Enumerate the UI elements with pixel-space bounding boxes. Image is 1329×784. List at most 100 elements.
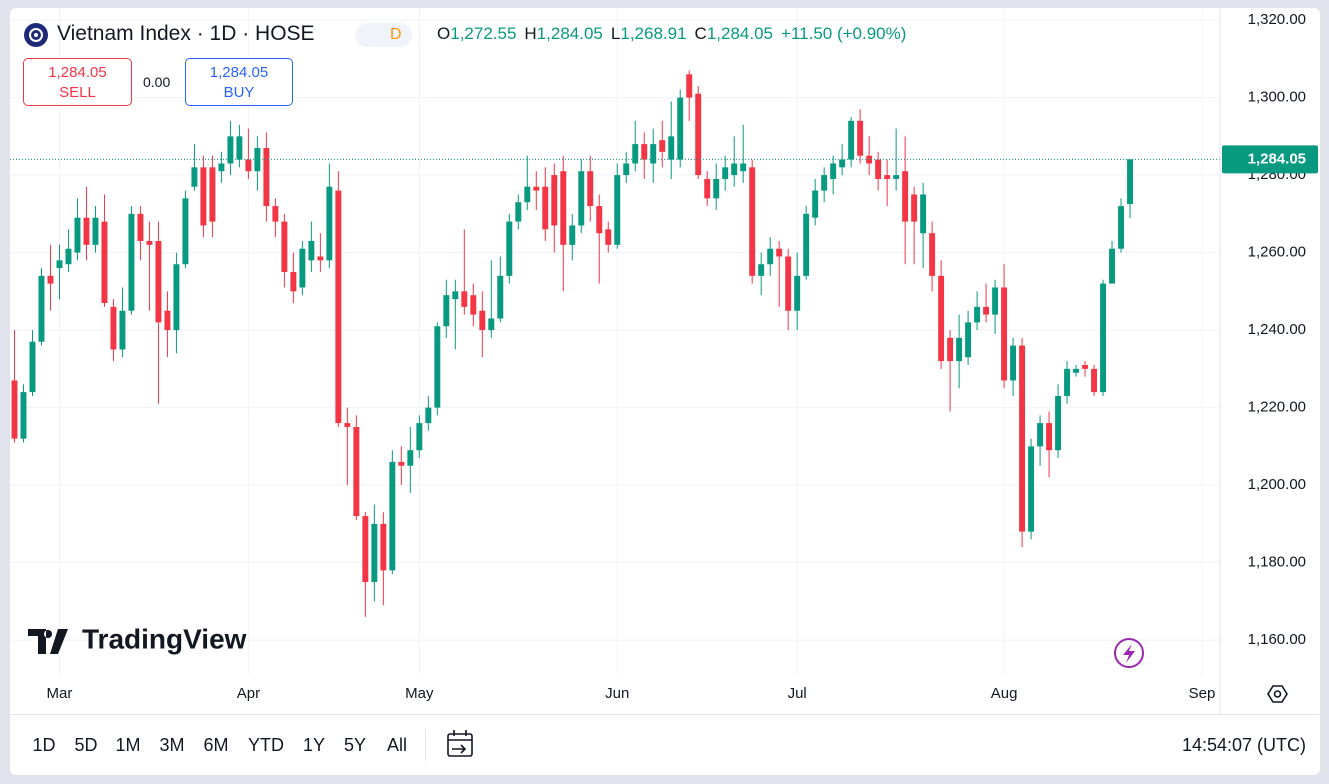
candle-body xyxy=(821,175,828,191)
y-tick-label: 1,300.00 xyxy=(1248,89,1306,106)
candle-body xyxy=(749,167,756,276)
candle-body xyxy=(965,322,972,358)
candle-body xyxy=(614,175,621,245)
replay-icon[interactable] xyxy=(1114,638,1144,668)
candle-body xyxy=(362,516,369,582)
candle-body xyxy=(830,163,837,179)
candle-body xyxy=(11,380,18,439)
range-button[interactable]: 6M xyxy=(203,735,229,755)
candle-body xyxy=(479,310,486,331)
ohlc-key: H xyxy=(524,24,537,43)
settings-icon[interactable] xyxy=(1267,685,1288,703)
candle-body xyxy=(488,318,495,331)
candle-body xyxy=(497,275,504,319)
x-tick-label: Jun xyxy=(605,685,629,702)
ohlc-value: 1,272.55 xyxy=(450,24,517,43)
x-tick-label: Apr xyxy=(237,685,260,702)
candle-body xyxy=(839,159,846,168)
last-price-label: 1,284.05 xyxy=(1248,150,1306,167)
candle-body xyxy=(254,147,261,172)
candle-body xyxy=(1109,248,1116,284)
range-button[interactable]: 1D xyxy=(32,735,56,755)
candle-body xyxy=(659,140,666,152)
candle-body xyxy=(191,167,198,187)
buy-price: 1,284.05 xyxy=(209,64,269,81)
candle-body xyxy=(1010,345,1017,381)
interval-badge: D xyxy=(390,26,402,43)
range-button[interactable]: 1Y xyxy=(302,735,326,755)
candle-body xyxy=(371,523,378,582)
ohlc-key: O xyxy=(437,24,451,43)
symbol-title[interactable]: Vietnam Index · 1D · HOSE xyxy=(57,22,315,45)
candle-body xyxy=(524,186,531,203)
candle-body xyxy=(299,248,306,288)
range-button[interactable]: 5D xyxy=(74,735,98,755)
ohlc-value: 1,284.05 xyxy=(706,24,774,43)
date-range-icon[interactable] xyxy=(443,725,483,765)
candle-body xyxy=(245,159,252,172)
sell-button[interactable]: 1,284.05 SELL xyxy=(23,58,132,106)
candle-body xyxy=(110,306,117,350)
candle-body xyxy=(848,120,855,160)
candle-body xyxy=(74,217,81,253)
candle-body xyxy=(686,74,693,98)
candle-body xyxy=(1082,364,1089,369)
range-button[interactable]: 1M xyxy=(115,735,141,755)
candle-body xyxy=(596,206,603,234)
candle-body xyxy=(317,256,324,261)
candle-body xyxy=(47,275,54,284)
candle-body xyxy=(1055,395,1062,451)
candle-body xyxy=(650,144,657,164)
settings-shape xyxy=(1267,685,1288,703)
range-button[interactable]: All xyxy=(386,735,408,755)
range-button[interactable]: YTD xyxy=(248,735,284,755)
candle-body xyxy=(947,337,954,362)
candle-body xyxy=(632,144,639,164)
candle-body xyxy=(173,264,180,331)
last-price-tag xyxy=(1222,145,1318,174)
candle-body xyxy=(515,202,522,222)
candle-body xyxy=(20,392,27,439)
clock[interactable]: 14:54:07 (UTC) xyxy=(1181,735,1306,755)
candle-body xyxy=(1037,423,1044,447)
ohlc-key: L xyxy=(610,24,621,43)
candle-body xyxy=(83,217,90,245)
buy-button[interactable]: 1,284.05 BUY xyxy=(185,58,293,106)
candle-body xyxy=(1001,287,1008,381)
candle-body xyxy=(38,275,45,342)
market-badge: D xyxy=(355,23,412,47)
candle-body xyxy=(623,163,630,176)
sell-label: SELL xyxy=(59,84,96,101)
x-tick-label: Jul xyxy=(788,685,807,702)
candle-body xyxy=(812,190,819,218)
candle-body xyxy=(551,175,558,226)
candle-body xyxy=(227,136,234,164)
candle-body xyxy=(668,136,675,160)
candle-body xyxy=(182,198,189,265)
candle-body xyxy=(911,194,918,222)
range-button[interactable]: 5Y xyxy=(343,735,367,755)
candle-body xyxy=(983,306,990,315)
buy-label: BUY xyxy=(223,84,255,101)
candle-body xyxy=(308,240,315,261)
candle-body xyxy=(470,295,477,315)
candle-body xyxy=(902,171,909,222)
candle-body xyxy=(353,426,360,517)
candle-body xyxy=(740,163,747,172)
bottom-toolbar: 14:54:07 (UTC) 1D 5D 1M 3M 6M YTD 1Y 5Y All xyxy=(10,714,1320,775)
y-tick-label: 1,180.00 xyxy=(1248,554,1306,571)
candle-body xyxy=(992,287,999,315)
candle-body xyxy=(875,159,882,179)
candle-body xyxy=(65,248,72,265)
candle-body xyxy=(461,291,468,307)
candle-body xyxy=(425,407,432,424)
logo-mark xyxy=(28,629,68,654)
range-button[interactable]: 3M xyxy=(159,735,185,755)
chart-frame: TradingView 1,160.00 1,180.00 1,200.00 1,220… xyxy=(10,8,1320,775)
candle-body xyxy=(893,175,900,179)
candle-body xyxy=(209,167,216,222)
candle-body xyxy=(389,461,396,571)
candle-body xyxy=(1073,368,1080,373)
